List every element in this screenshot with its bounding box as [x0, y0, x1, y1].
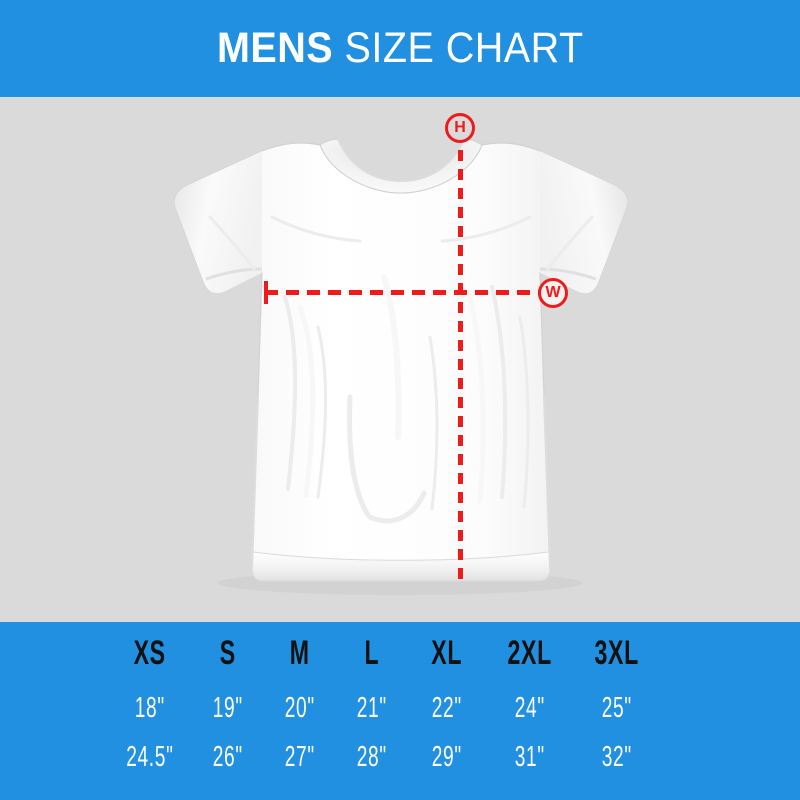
header-band: MENS SIZE CHART [0, 0, 800, 97]
length-value-xs: 24.5" [126, 740, 174, 773]
right-side-seam [543, 396, 551, 570]
left-side-seam [251, 396, 259, 570]
size-header-xl: XL [431, 634, 463, 672]
width-value-3xl: 25" [601, 691, 633, 724]
page-title: MENS SIZE CHART [217, 27, 584, 70]
collar-inner-edge [337, 138, 465, 183]
tshirt-svg [173, 138, 629, 595]
width-value-s: 19" [212, 691, 244, 724]
size-header-2xl: 2XL [507, 634, 553, 672]
length-value-s: 26" [212, 740, 244, 773]
length-value-2xl: 31" [514, 740, 546, 773]
size-header-s: S [219, 634, 237, 672]
garment-photo-area: H W [0, 97, 800, 622]
size-header-l: L [364, 634, 380, 672]
right-sleeve [540, 151, 628, 294]
size-header-xs: XS [133, 634, 167, 672]
size-table-band: XS S M L XL 2XL 3XL 18" 19" 20" 21" 22" … [0, 622, 800, 800]
length-value-l: 28" [356, 740, 388, 773]
length-value-3xl: 32" [601, 740, 633, 773]
length-value-xl: 29" [431, 740, 463, 773]
width-value-m: 20" [284, 691, 316, 724]
width-value-2xl: 24" [514, 691, 546, 724]
left-sleeve-hem [205, 267, 263, 281]
fabric-folds [208, 215, 594, 524]
width-value-xs: 18" [134, 691, 166, 724]
bottom-hem [251, 551, 551, 582]
title-bold-part: MENS [216, 24, 333, 72]
left-sleeve [174, 151, 262, 294]
size-table-grid: XS S M L XL 2XL 3XL 18" 19" 20" 21" 22" … [108, 622, 688, 800]
tshirt-illustration [0, 97, 800, 622]
size-header-3xl: 3XL [594, 634, 640, 672]
title-light-part: SIZE CHART [344, 24, 584, 72]
width-value-l: 21" [356, 691, 388, 724]
right-sleeve-hem [539, 267, 597, 281]
size-header-m: M [290, 634, 310, 672]
length-value-m: 27" [284, 740, 316, 773]
width-value-xl: 22" [431, 691, 463, 724]
